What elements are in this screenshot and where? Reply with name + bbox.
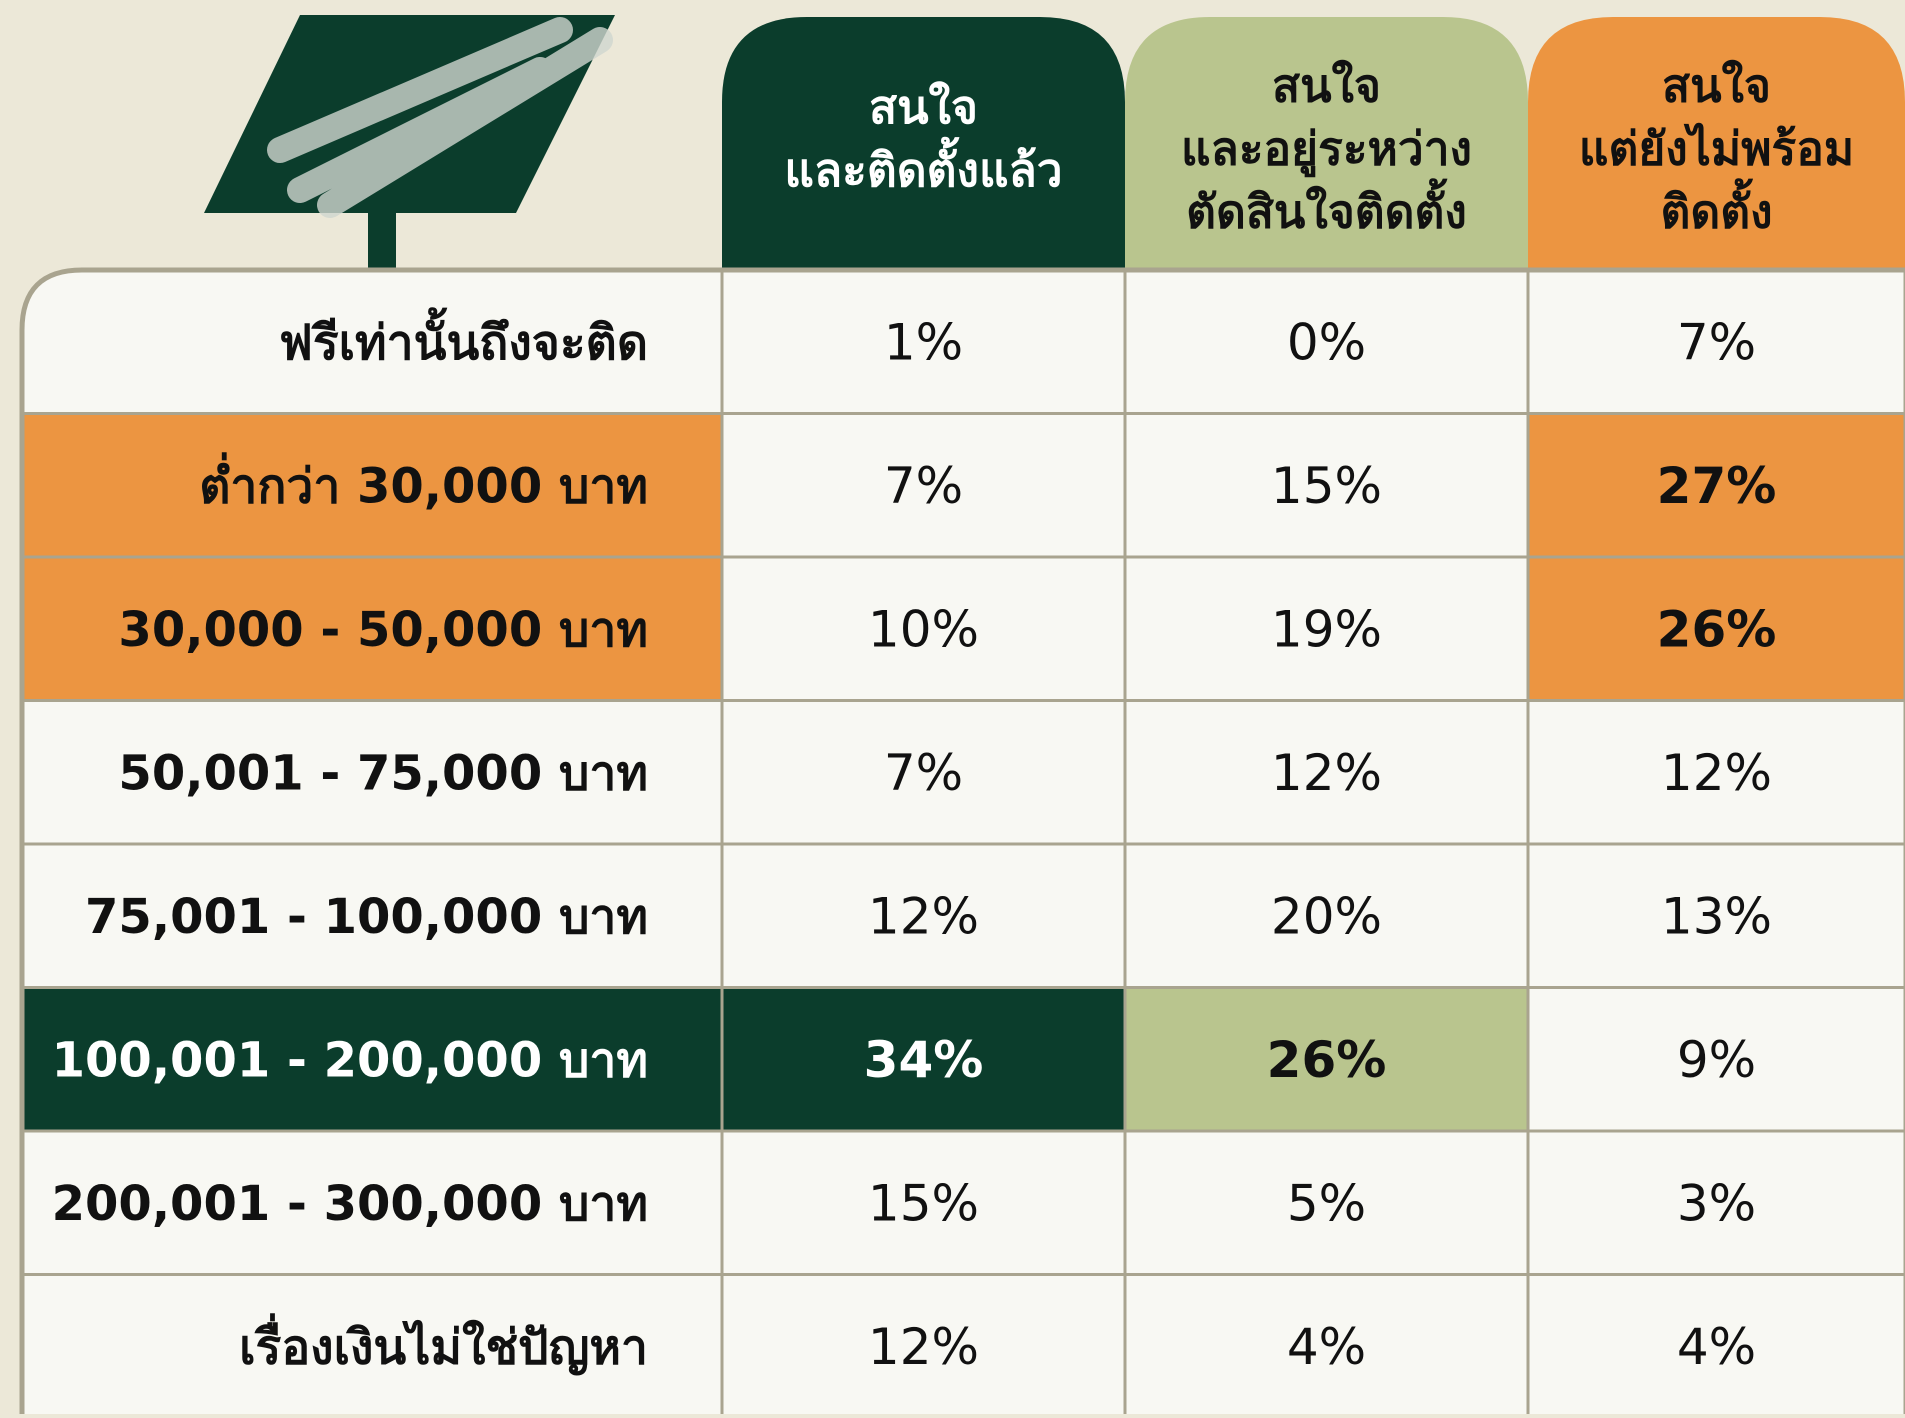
table-cell [1526, 842, 1905, 989]
column-header: สนใจ [869, 80, 978, 134]
column-header: แต่ยังไม่พร้อม [1579, 122, 1854, 176]
table-cell [1123, 1273, 1530, 1418]
cell-value: 9% [1677, 1031, 1756, 1089]
table-cell [1123, 555, 1530, 702]
solar-panel-icon [204, 15, 615, 275]
cell-value: 27% [1657, 457, 1777, 515]
cell-value: 4% [1287, 1318, 1366, 1376]
cell-value: 20% [1271, 887, 1382, 945]
table-cell [20, 1273, 724, 1418]
cell-value: 26% [1657, 600, 1777, 658]
cell-value: 19% [1271, 600, 1382, 658]
table-cell [720, 699, 1127, 846]
cell-value: 7% [884, 744, 963, 802]
cell-value: 7% [884, 457, 963, 515]
table-cell [1526, 699, 1905, 846]
table-cell [20, 842, 724, 989]
cell-value: 12% [868, 1318, 979, 1376]
row-label: เรื่องเงินไม่ใช่ปัญหา [239, 1312, 648, 1375]
cell-value: 5% [1287, 1174, 1366, 1232]
column-header-tab [722, 17, 1125, 270]
cell-value: 12% [1271, 744, 1382, 802]
column-header: ตัดสินใจติดตั้ง [1186, 178, 1467, 239]
cell-value: 1% [884, 313, 963, 371]
table-cell [1123, 699, 1530, 846]
cell-value: 0% [1287, 313, 1366, 371]
row-label: 75,001 - 100,000 บาท [85, 889, 648, 945]
column-header-tab [1125, 17, 1528, 270]
row-label: 50,001 - 75,000 บาท [118, 745, 648, 801]
table-cell [20, 1129, 724, 1276]
corner-mask [0, 268, 82, 330]
cell-value: 13% [1661, 887, 1772, 945]
table-cell [1526, 555, 1905, 702]
table-cell [1123, 1129, 1530, 1276]
cell-value: 10% [868, 600, 979, 658]
table-cell [1526, 412, 1905, 559]
row-label: ต่ำกว่า 30,000 บาท [199, 451, 648, 514]
cell-value: 12% [1661, 744, 1772, 802]
table-cell [1526, 1273, 1905, 1418]
column-header: สนใจ [1662, 59, 1771, 113]
table-cell [1526, 268, 1905, 415]
row-label: 200,001 - 300,000 บาท [52, 1176, 648, 1232]
column-header-tab [1528, 17, 1905, 270]
table-cell [20, 412, 724, 559]
table-frame [19, 267, 1905, 1414]
column-header: สนใจ [1272, 59, 1381, 113]
table-cell [720, 842, 1127, 989]
table-cell [1123, 986, 1530, 1133]
cell-value: 3% [1677, 1174, 1756, 1232]
panel-pole [368, 205, 396, 275]
cell-value: 4% [1677, 1318, 1756, 1376]
table-cell [20, 986, 724, 1133]
cell-value: 26% [1267, 1031, 1387, 1089]
row-label: ฟรีเท่านั้นถึงจะติด [279, 307, 648, 371]
table-cell [1526, 986, 1905, 1133]
column-header: ติดตั้ง [1660, 178, 1772, 239]
table-cell [720, 1273, 1127, 1418]
panel-shine [267, 17, 613, 218]
row-label: 100,001 - 200,000 บาท [52, 1032, 648, 1088]
cell-value: 7% [1677, 313, 1756, 371]
row-label: 30,000 - 50,000 บาท [118, 602, 648, 658]
table-cell [1123, 842, 1530, 989]
table-cell [720, 412, 1127, 559]
cell-value: 34% [864, 1031, 984, 1089]
column-header: และติดตั้งแล้ว [784, 136, 1062, 197]
table-cell [720, 555, 1127, 702]
column-header: และอยู่ระหว่าง [1181, 122, 1472, 178]
cell-value: 15% [1271, 457, 1382, 515]
table-cell [1526, 1129, 1905, 1276]
cell-value: 12% [868, 887, 979, 945]
cell-value: 15% [868, 1174, 979, 1232]
